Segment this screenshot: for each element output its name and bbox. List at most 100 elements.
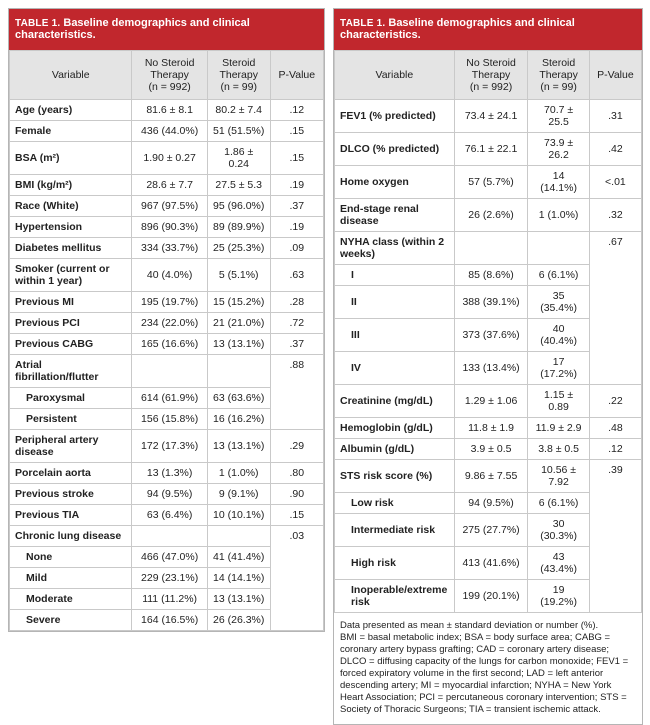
group-row: NYHA class (within 2 weeks) .67 (334, 231, 643, 385)
value-cell: 10 (10.1%) (206, 504, 271, 526)
table-row: Diabetes mellitus 334 (33.7%) 25 (25.3%) .0… (8, 237, 325, 259)
p-value-cell: .67 (588, 231, 643, 385)
p-value-cell: .15 (269, 120, 325, 142)
footnote: BMI = basal metabolic index; BSA = body … (340, 632, 629, 715)
table-row: Previous PCI 234 (22.0%) 21 (21.0%) .72 (8, 312, 325, 334)
table-row: Previous CABG 165 (16.6%) 13 (13.1%) .37 (8, 333, 325, 355)
value-cell: 896 (90.3%) (131, 216, 208, 238)
value-cell: 27.5 ± 5.3 (206, 174, 271, 196)
variable-cell: Previous CABG (8, 333, 133, 355)
value-cell: 1 (1.0%) (527, 198, 590, 232)
p-value-cell: .63 (269, 258, 325, 292)
value-cell: 164 (16.5%) (131, 609, 208, 631)
table-row: Age (years) 81.6 ± 8.1 80.2 ± 7.4.12 (8, 99, 325, 121)
value-cell: 373 (37.6%) (453, 318, 529, 352)
value-cell (131, 525, 208, 547)
value-cell: 85 (8.6%) (453, 264, 529, 286)
column-header: No Steroid Therapy (n = 992) (453, 50, 529, 100)
value-cell: 6 (6.1%) (527, 264, 590, 286)
value-cell: 28.6 ± 7.7 (131, 174, 208, 196)
variable-cell: Paroxysmal (8, 387, 133, 409)
value-cell: 43 (43.4%) (527, 546, 590, 580)
subgroup-row: Low risk 94 (9.5%) 6 (6.1%) (334, 492, 642, 514)
variable-cell: Moderate (8, 588, 133, 610)
table-panel: TABLE 1. Baseline demographics and clini… (333, 8, 643, 725)
p-value-cell: .12 (269, 99, 325, 121)
value-cell (206, 354, 271, 388)
data-table: Variable No Steroid Therapy (n = 992) Ster… (8, 50, 325, 631)
column-header: Steroid Therapy (n = 99) (206, 50, 271, 100)
group-row: Chronic lung disease .03 (8, 525, 325, 631)
variable-cell: Atrial fibrillation/flutter (8, 354, 133, 388)
table-row: BMI (kg/m²) 28.6 ± 7.7 27.5 ± 5.3.19 (8, 174, 325, 196)
p-value-cell: .28 (269, 291, 325, 313)
column-header: Variable (334, 50, 455, 100)
table-row: End-stage renal disease 26 (2.6%) 1 (1.0%)… (334, 198, 643, 232)
variable-cell: Race (White) (8, 195, 133, 217)
p-value-cell: .90 (269, 483, 325, 505)
variable-cell: Peripheral artery disease (8, 429, 133, 463)
table-row: Female 436 (44.0%) 51 (51.5%) .15 (8, 120, 325, 142)
value-cell: 89 (89.9%) (206, 216, 271, 238)
value-cell: 25 (25.3%) (206, 237, 271, 259)
variable-cell: Previous MI (8, 291, 133, 313)
value-cell: 13 (13.1%) (206, 333, 271, 355)
value-cell: 1.15 ± 0.89 (527, 384, 590, 418)
value-cell: 70.7 ± 25.5 (527, 99, 590, 133)
variable-cell: Inoperable/extreme risk (334, 579, 455, 613)
value-cell: 5 (5.1%) (206, 258, 271, 292)
p-value-cell: .15 (269, 504, 325, 526)
table-row: Previous TIA 63 (6.4%) 10 (10.1%) .15 (8, 504, 325, 526)
value-cell: 1.90 ± 0.27 (131, 141, 208, 175)
p-value-cell: .37 (269, 195, 325, 217)
p-value-cell: .03 (269, 525, 325, 631)
data-table: Variable No Steroid Therapy (n = 992) Ster… (334, 50, 643, 613)
variable-cell: End-stage renal disease (334, 198, 455, 232)
table-caption: Baseline demographics and clinical chara… (15, 17, 250, 41)
variable-cell: None (8, 546, 133, 568)
value-cell: 14 (14.1%) (206, 567, 271, 589)
variable-cell: Female (8, 120, 133, 142)
p-value-cell: .80 (269, 462, 325, 484)
header-row: Variable No Steroid Therapy (n = 992) Ster… (8, 50, 325, 100)
value-cell: 199 (20.1%) (453, 579, 529, 613)
value-cell: 967 (97.5%) (131, 195, 208, 217)
variable-cell: Home oxygen (334, 165, 455, 199)
table-row: Home oxygen 57 (5.7%) 14 (14.1%) <.01 (334, 165, 643, 199)
value-cell: 15 (15.2%) (206, 291, 271, 313)
table-label: TABLE 1. (340, 18, 386, 29)
variable-cell: III (334, 318, 455, 352)
variable-cell: BSA (m²) (8, 141, 133, 175)
value-cell: 57 (5.7%) (453, 165, 529, 199)
table-row: Albumin (g/dL) 3.9 ± 0.5 3.8 ± 0.5.12 (334, 438, 643, 460)
value-cell: 388 (39.1%) (453, 285, 529, 319)
table-row: Hypertension 896 (90.3%) 89 (89.9%) .19 (8, 216, 325, 238)
p-value-cell: .37 (269, 333, 325, 355)
value-cell: 275 (27.7%) (453, 513, 529, 547)
value-cell: 26 (2.6%) (453, 198, 529, 232)
variable-cell: High risk (334, 546, 455, 580)
variable-cell: BMI (kg/m²) (8, 174, 133, 196)
table-row: Creatinine (mg/dL) 1.29 ± 1.06 1.15 ± 0.89… (334, 384, 643, 418)
variable-cell: Porcelain aorta (8, 462, 133, 484)
variable-cell: DLCO (% predicted) (334, 132, 455, 166)
variable-cell: IV (334, 351, 455, 385)
group-row: Atrial fibrillation/flutter .88 (8, 354, 325, 430)
value-cell: 13 (1.3%) (131, 462, 208, 484)
value-cell: 334 (33.7%) (131, 237, 208, 259)
value-cell: 41 (41.4%) (206, 546, 271, 568)
value-cell: 1 (1.0%) (206, 462, 271, 484)
value-cell: 172 (17.3%) (131, 429, 208, 463)
value-cell: 35 (35.4%) (527, 285, 590, 319)
variable-cell: Chronic lung disease (8, 525, 133, 547)
column-header: P-Value (269, 50, 325, 100)
table-body: Age (years) 81.6 ± 8.1 80.2 ± 7.4.12 Female… (8, 99, 325, 631)
value-cell: 40 (4.0%) (131, 258, 208, 292)
value-cell: 229 (23.1%) (131, 567, 208, 589)
variable-cell: Hemoglobin (g/dL) (334, 417, 455, 439)
value-cell: 13 (13.1%) (206, 429, 271, 463)
variable-cell: Smoker (current or within 1 year) (8, 258, 133, 292)
subgroup-row: III 373 (37.6%) 40 (40.4%) (334, 318, 642, 352)
variable-cell: Severe (8, 609, 133, 631)
value-cell: 614 (61.9%) (131, 387, 208, 409)
